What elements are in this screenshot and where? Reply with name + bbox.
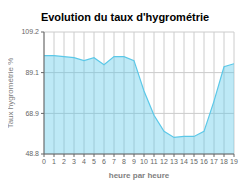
svg-text:0: 0	[42, 158, 46, 165]
svg-text:13: 13	[170, 158, 178, 165]
svg-text:8: 8	[122, 158, 126, 165]
svg-text:11: 11	[150, 158, 157, 165]
svg-text:89.1: 89.1	[25, 69, 39, 76]
svg-text:5: 5	[92, 158, 96, 165]
svg-text:14: 14	[180, 158, 188, 165]
svg-text:17: 17	[210, 158, 218, 165]
svg-text:heure par heure: heure par heure	[109, 171, 170, 180]
svg-text:19: 19	[230, 158, 238, 165]
svg-text:48.8: 48.8	[25, 150, 39, 157]
svg-text:109.2: 109.2	[21, 28, 39, 35]
html-text:Evolution du taux d'hygrométri: Evolution du taux d'hygrométrie	[40, 11, 210, 23]
svg-text:4: 4	[82, 158, 86, 165]
svg-text:Taux hygrométrie %: Taux hygrométrie %	[8, 58, 15, 129]
svg-text:18: 18	[220, 158, 228, 165]
svg-text:6: 6	[102, 158, 106, 165]
svg-text:3: 3	[72, 158, 76, 165]
svg-text:68.9: 68.9	[25, 110, 39, 117]
svg-text:9: 9	[132, 158, 136, 165]
svg-text:15: 15	[190, 158, 198, 165]
svg-text:12: 12	[160, 158, 168, 165]
svg-text:10: 10	[140, 158, 148, 165]
svg-text:7: 7	[112, 158, 116, 165]
svg-text:2: 2	[62, 158, 66, 165]
svg-text:1: 1	[52, 158, 56, 165]
svg-text:16: 16	[200, 158, 208, 165]
